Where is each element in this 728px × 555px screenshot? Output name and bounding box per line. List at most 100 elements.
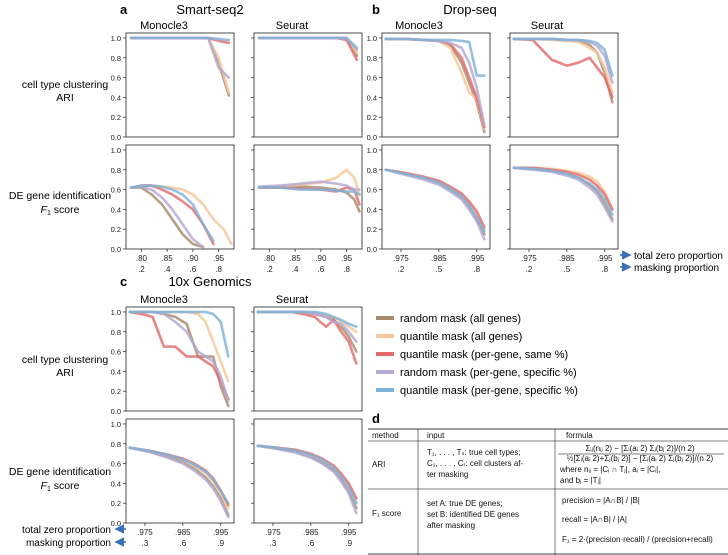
legend-label-random-specific: random mask (per-gene, specific %) (400, 367, 577, 379)
panel-letter-a: a (120, 2, 128, 17)
y-tick-label: 0.2 (111, 113, 121, 122)
y-tick-label: 0.0 (111, 519, 121, 528)
row-label-de-top-1: DE gene identification (9, 190, 111, 202)
series-line-5 (257, 186, 361, 196)
legend: random mask (all genes) quantile mask (a… (376, 313, 578, 397)
x-tick-label: .85 (162, 254, 174, 263)
y-tick-label: 0.8 (111, 54, 121, 63)
x-tick-label: .995 (213, 528, 229, 537)
x-tick-label-secondary: .6 (180, 539, 187, 548)
x-tick-label-secondary: .6 (318, 265, 325, 274)
row-label-ari-top-2: ARI (56, 92, 74, 104)
x-tick-label-secondary: .3 (142, 539, 149, 548)
x-tick-label-secondary: .8 (473, 265, 480, 274)
x-tick-label-secondary: .2 (398, 265, 405, 274)
x-tick-label: .975 (137, 528, 153, 537)
row-label-ari-top-1: cell type clustering (22, 79, 109, 91)
axis-name-total-zero-c: total zero proportion (22, 525, 111, 536)
x-tick-label: .90 (315, 254, 327, 263)
method-label-c-seurat: Seurat (276, 294, 308, 306)
series-line-5 (384, 37, 486, 77)
y-tick-label: 0.0 (367, 245, 377, 254)
x-tick-label-secondary: .8 (601, 265, 608, 274)
y-tick-label: 0.0 (367, 133, 377, 142)
legend-label-quantile-same: quantile mask (per-gene, same %) (400, 349, 568, 361)
table-f1-method: F₁ score (372, 509, 402, 518)
x-tick-label-secondary: .9 (217, 539, 224, 548)
x-tick-label: .995 (469, 254, 485, 263)
table-ari-input-1: T₁, . . . , Tₛ: true cell types; (427, 448, 521, 457)
table-f1-formula-2: recall = |A∩B| / |A| (562, 515, 627, 524)
plot-c-seurat-ari (251, 306, 363, 412)
x-tick-label-secondary: .2 (526, 265, 533, 274)
table-ari-formula-1: Σᵢⱼ(nᵢⱼ 2) − [Σᵢ(aᵢ 2) Σⱼ(bⱼ 2)]/(n 2) (585, 444, 695, 453)
series-line-5 (128, 446, 230, 505)
method-label-a-monocle3: Monocle3 (140, 20, 188, 32)
x-tick-label-secondary: .3 (270, 539, 277, 548)
x-tick-label: .95 (213, 254, 225, 263)
table-f1-input-3: after masking (427, 521, 475, 530)
x-tick-label: .90 (187, 254, 199, 263)
method-label-a-seurat: Seurat (276, 20, 308, 32)
score-word: score (51, 480, 80, 492)
method-label-b-seurat: Seurat (531, 20, 563, 32)
plot-b-seurat-f1: .975 .2 .985 .5 .995 .8 (507, 144, 619, 274)
panel-title-a: Smart-seq2 (176, 2, 243, 17)
f-symbol: F (41, 204, 48, 216)
plot-a-monocle3-ari: 0.0 0.2 0.4 0.6 0.8 1.0 (111, 32, 235, 142)
row-label-ari-bottom-2: ARI (56, 367, 74, 379)
plot-c-monocle3-f1: 0.0 0.2 0.4 0.6 0.8 1.0 .975 .3 .985 .6 .995 .9 (111, 418, 235, 548)
x-tick-label: .975 (521, 254, 537, 263)
y-tick-label: 0.6 (111, 186, 121, 195)
legend-label-random-all: random mask (all genes) (400, 313, 521, 325)
y-tick-label: 0.4 (111, 205, 121, 214)
y-tick-label: 1.0 (367, 146, 377, 155)
panel-letter-c: c (120, 274, 127, 289)
plot-b-monocle3-ari: 0.0 0.2 0.4 0.6 0.8 1.0 (367, 32, 491, 142)
table-f1-input-2: set B: identified DE genes (427, 510, 519, 519)
table-header-formula: formula (566, 431, 593, 440)
x-tick-label: .95 (341, 254, 353, 263)
x-tick-label-secondary: .2 (266, 265, 273, 274)
y-tick-label: 0.6 (367, 74, 377, 83)
y-tick-label: 0.4 (111, 479, 121, 488)
table-ari-formula-4: and bⱼ = |Tⱼ| (560, 476, 601, 485)
x-tick-label: .985 (559, 254, 575, 263)
series-line-5 (129, 184, 215, 243)
f-subscript: 1 (47, 486, 51, 493)
series-line-4 (257, 180, 361, 191)
y-tick-label: 0.6 (111, 74, 121, 83)
y-tick-label: 0.6 (367, 186, 377, 195)
panel-title-c: 10x Genomics (168, 274, 252, 289)
x-tick-label-secondary: .8 (215, 265, 222, 274)
f-subscript: 1 (47, 210, 51, 217)
y-tick-label: 0.4 (367, 93, 377, 102)
table-ari-input-3: ter masking (427, 470, 468, 479)
y-tick-label: 0.4 (111, 367, 121, 376)
x-tick-label-secondary: .5 (436, 265, 443, 274)
table-header-method: method (372, 431, 399, 440)
table-ari-formula-2: ½[Σᵢ(aᵢ 2)+Σⱼ(bⱼ 2)] − [Σᵢ(aᵢ 2) Σⱼ(bⱼ 2… (567, 454, 714, 463)
score-word: score (51, 204, 80, 216)
y-tick-label: 0.8 (111, 328, 121, 337)
y-tick-label: 0.4 (111, 93, 121, 102)
series-line-5 (256, 310, 358, 329)
x-tick-label-secondary: .9 (345, 539, 352, 548)
row-label-de-bottom-1: DE gene identification (9, 466, 111, 478)
row-label-de-bottom-2: F1 score (41, 480, 80, 493)
y-tick-label: 0.0 (111, 133, 121, 142)
series-line-4 (256, 444, 358, 515)
series-line-5 (128, 310, 230, 358)
plot-frame (253, 32, 363, 138)
plot-c-monocle3-ari: 0.0 0.2 0.4 0.6 0.8 1.0 (111, 306, 235, 416)
plot-frame (381, 32, 491, 138)
x-tick-label: .985 (303, 528, 319, 537)
x-tick-label-secondary: .5 (564, 265, 571, 274)
plot-c-seurat-f1: .975 .3 .985 .6 .995 .9 (251, 418, 363, 548)
plot-b-seurat-ari (507, 32, 619, 138)
y-tick-label: 0.0 (111, 245, 121, 254)
axis-name-total-zero-b: total zero proportion (634, 251, 723, 262)
axis-name-masking-b: masking proportion (634, 263, 719, 274)
y-tick-label: 0.8 (367, 54, 377, 63)
